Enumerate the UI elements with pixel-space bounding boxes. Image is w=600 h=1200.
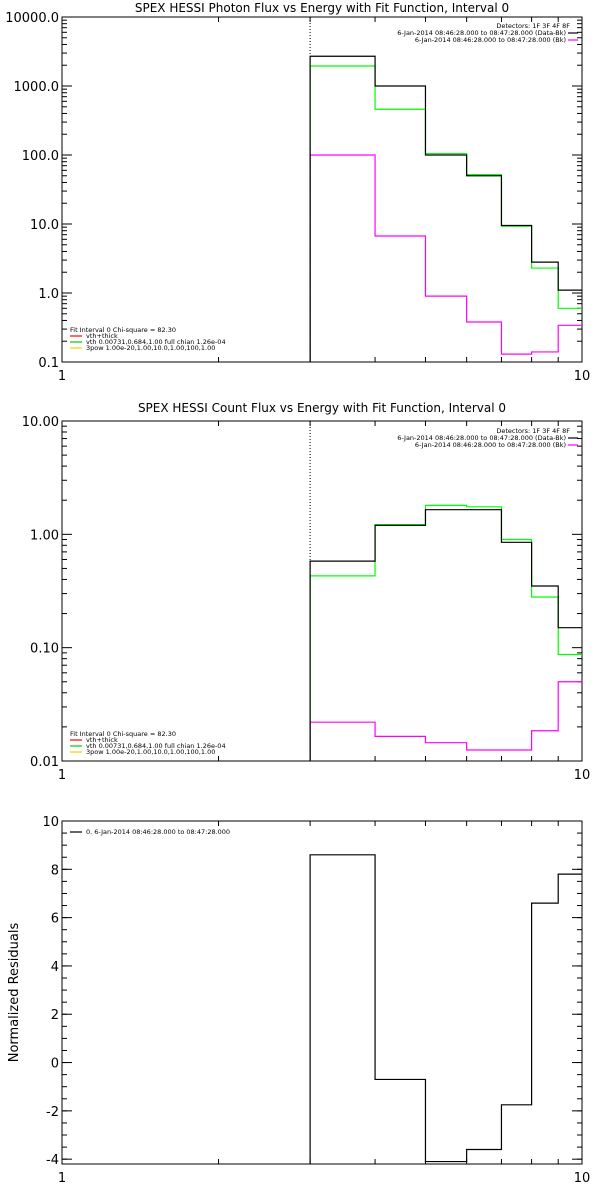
bk-time-range: 6-Jan-2014 08:46:28.000 to 08:47:28.000 … bbox=[415, 441, 566, 449]
y-tick-label: 2 bbox=[51, 1008, 59, 1023]
x-tick-label: 1 bbox=[58, 369, 66, 384]
chart-title: SPEX HESSI Count Flux vs Energy with Fit… bbox=[138, 401, 506, 415]
data-time-range: 6-Jan-2014 08:46:28.000 to 08:47:28.000 … bbox=[397, 434, 566, 442]
series-data-line bbox=[309, 55, 582, 362]
y-tick-label: 0.1 bbox=[38, 356, 59, 371]
legend-item-total_legend: vth+thick bbox=[86, 332, 118, 340]
legend-item-vth: vth 0.00731,0.684,1.00 full chian 1.26e-… bbox=[86, 742, 226, 750]
data-time-range: 6-Jan-2014 08:46:28.000 to 08:47:28.000 … bbox=[397, 29, 566, 37]
y-tick-label: 10000.0 bbox=[5, 11, 59, 26]
panel-3: Normalized Residuals 1 10 -4 -2 0 2 4 6 8 10 0. 6-J… bbox=[7, 815, 590, 1186]
panel-2: SPEX HESSI Count Flux vs Energy with Fit… bbox=[22, 401, 590, 783]
x-tick-label: 10 bbox=[574, 1171, 591, 1186]
legend-item-data: 0. 6-Jan-2014 08:46:28.000 to 08:47:28.0… bbox=[86, 828, 230, 836]
series-total-line bbox=[309, 65, 582, 362]
y-tick-label: 10.0 bbox=[30, 218, 59, 233]
x-tick-label: 1 bbox=[58, 768, 66, 783]
legend-item-thick: 3pow 1.00e-20,1.00,10.0,1.00,100,1.00 bbox=[86, 344, 215, 352]
y-tick-label: 8 bbox=[51, 863, 59, 878]
y-tick-label: 10.00 bbox=[22, 415, 59, 430]
detectors-label: Detectors: 1F 3F 4F 8F bbox=[496, 427, 570, 435]
y-tick-label: 0 bbox=[51, 1057, 59, 1072]
y-tick-label: 4 bbox=[51, 960, 59, 975]
chart-title: SPEX HESSI Photon Flux vs Energy with Fi… bbox=[135, 1, 509, 15]
y-tick-label: 100.0 bbox=[22, 149, 59, 164]
plot-frame bbox=[61, 420, 583, 762]
y-tick-label: -4 bbox=[46, 1153, 59, 1168]
series-component-line bbox=[309, 681, 582, 761]
plot-frame bbox=[61, 820, 583, 1165]
series-component-line bbox=[309, 154, 582, 362]
y-tick-label: 1000.0 bbox=[14, 80, 60, 95]
y-axis-label: Normalized Residuals bbox=[7, 923, 22, 1063]
panel-1: SPEX HESSI Photon Flux vs Energy with Fi… bbox=[5, 1, 590, 384]
series-data-line bbox=[309, 509, 582, 761]
y-tick-label: 1.00 bbox=[30, 528, 59, 543]
x-tick-label: 10 bbox=[574, 369, 591, 384]
legend-item-total_legend: vth+thick bbox=[86, 736, 118, 744]
y-tick-label: 10 bbox=[42, 815, 59, 830]
y-tick-label: 6 bbox=[51, 912, 59, 927]
y-tick-label: -2 bbox=[46, 1105, 59, 1120]
series-data-line bbox=[309, 854, 582, 1164]
y-tick-label: 0.10 bbox=[30, 642, 59, 657]
x-tick-label: 10 bbox=[574, 768, 591, 783]
plot-frame bbox=[61, 16, 583, 363]
detectors-label: Detectors: 1F 3F 4F 8F bbox=[496, 22, 570, 30]
legend-item-thick: 3pow 1.00e-20,1.00,10.0,1.00,100,1.00 bbox=[86, 748, 215, 756]
x-tick-label: 1 bbox=[58, 1171, 66, 1186]
fit-chi-square: Fit Interval 0 Chi-square = 82.30 bbox=[70, 730, 176, 738]
bk-time-range: 6-Jan-2014 08:46:28.000 to 08:47:28.000 … bbox=[415, 36, 566, 44]
fit-chi-square: Fit Interval 0 Chi-square = 82.30 bbox=[70, 326, 176, 334]
legend-item-vth: vth 0.00731,0.684,1.00 full chian 1.26e-… bbox=[86, 338, 226, 346]
y-tick-label: 1.0 bbox=[38, 287, 59, 302]
y-tick-label: 0.01 bbox=[30, 755, 59, 770]
